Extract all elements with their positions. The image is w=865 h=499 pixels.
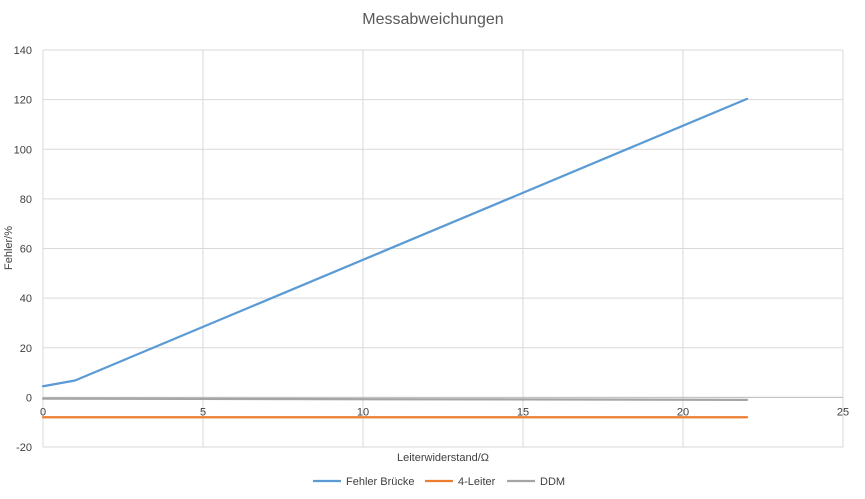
series-layer: [41, 97, 749, 419]
legend-label-2: 4-Leiter: [458, 476, 496, 488]
series-line-3: [41, 397, 749, 401]
x-tick-label-15: 15: [517, 406, 529, 418]
legend-label-1: Fehler Brücke: [346, 476, 414, 488]
legend-label-3: DDM: [540, 476, 565, 488]
y-tick-label-100: 100: [14, 144, 32, 156]
y-tick-label-20: 20: [20, 343, 32, 355]
grid-layer: [42, 49, 844, 448]
y-tick-label-40: 40: [20, 293, 32, 305]
y-tick-label-140: 140: [14, 45, 32, 57]
y-axis-title: Fehler/%: [3, 226, 15, 270]
x-axis-title: Leiterwiderstand/Ω: [397, 452, 489, 464]
series-line-1: [41, 97, 749, 388]
x-tick-label-25: 25: [837, 406, 849, 418]
y-tick-label-60: 60: [20, 244, 32, 256]
x-tick-label-5: 5: [200, 406, 206, 418]
y-tick-label-80: 80: [20, 194, 32, 206]
x-tick-label-0: 0: [40, 406, 46, 418]
x-tick-label-10: 10: [357, 406, 369, 418]
x-tick-label-20: 20: [677, 406, 689, 418]
y-tick-label-0: 0: [26, 392, 32, 404]
y-tick-label-120: 120: [14, 95, 32, 107]
chart-title: Messabweichungen: [362, 11, 503, 28]
y-tick-label--20: -20: [16, 442, 32, 454]
tick-layer: -20 0 20 40 60 80 100 120 140 0 5 10 15 20 25: [14, 45, 849, 454]
legend-layer: Fehler Brücke 4-Leiter DDM: [313, 476, 565, 488]
